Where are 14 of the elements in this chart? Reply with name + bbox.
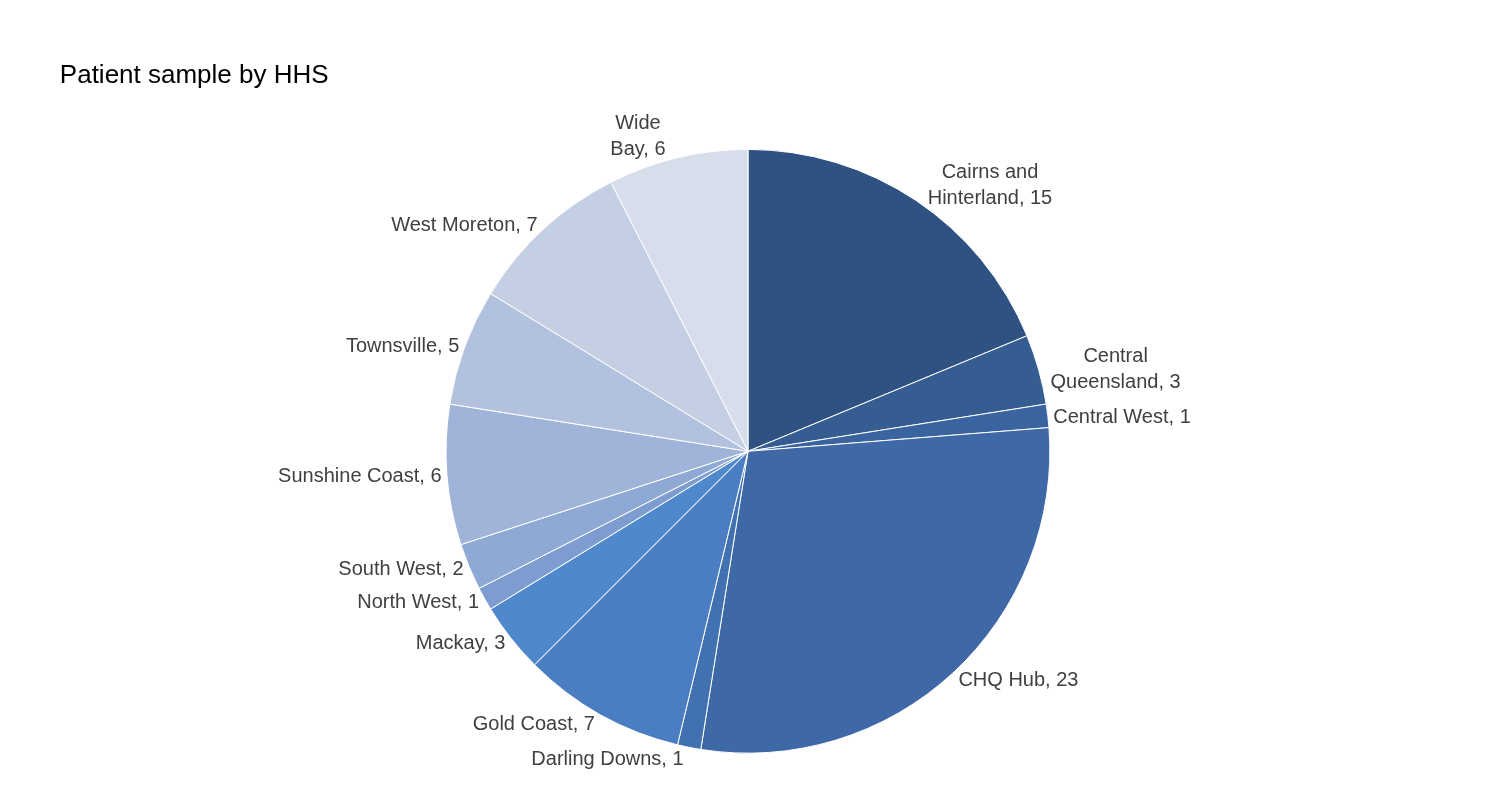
slice-label: Gold Coast, 7: [472, 712, 595, 735]
slice-label: Sunshine Coast, 6: [278, 464, 442, 487]
slice-label: West Moreton, 7: [391, 212, 538, 235]
slice-label: Mackay, 3: [415, 631, 506, 654]
slice-label: Cairns and Hinterland, 15: [927, 159, 1053, 208]
slice-label: Central West, 1: [1053, 404, 1191, 427]
slice-label: North West, 1: [357, 590, 480, 613]
slice-label: Wide Bay, 6: [610, 111, 666, 160]
slice-label: Darling Downs, 1: [531, 746, 684, 769]
slice-label: Townsville, 5: [345, 334, 460, 357]
slice-label: South West, 2: [338, 557, 464, 580]
slice-label: Central Queensland, 3: [1050, 343, 1181, 392]
slice-label: CHQ Hub, 23: [958, 667, 1079, 690]
chart-title: Patient sample by HHS: [59, 58, 329, 89]
